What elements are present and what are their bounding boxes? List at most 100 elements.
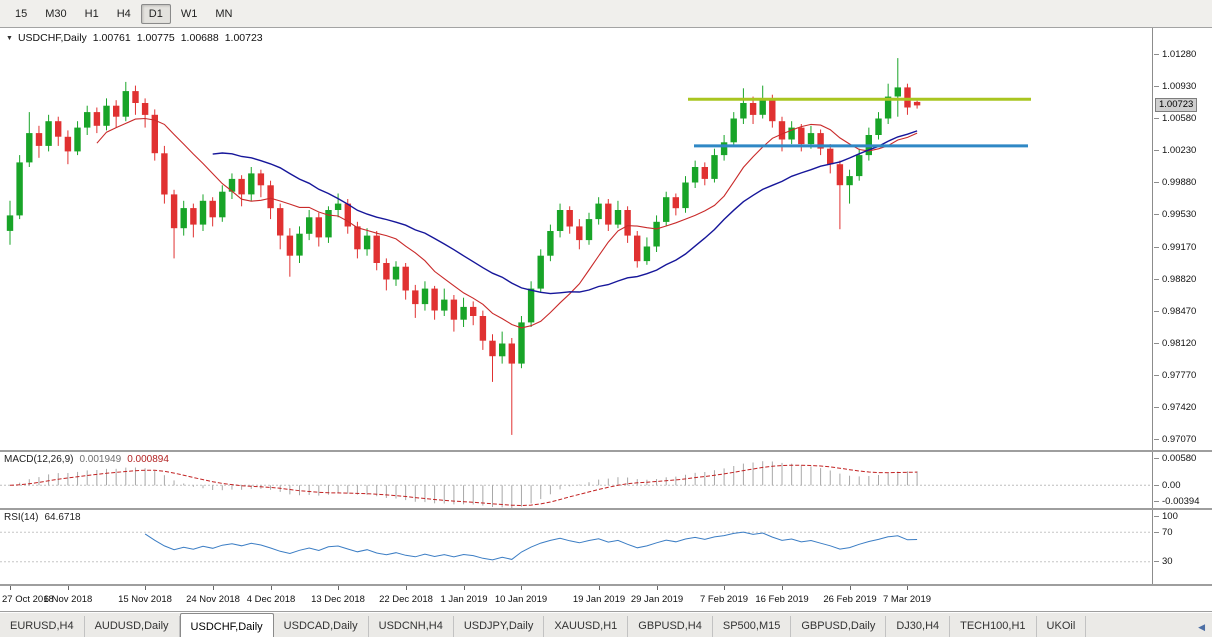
price-axis-label: 0.99880: [1153, 177, 1197, 188]
date-axis[interactable]: 27 Oct 2018 6 Nov 2018 15 Nov 2018 24 Nov 2…: [0, 586, 1212, 612]
current-price-tag: 1.00723: [1155, 98, 1198, 112]
chart-tab-usdjpy-daily[interactable]: USDJPY,Daily: [454, 616, 545, 637]
chart-tab-xauusd-h1[interactable]: XAUUSD,H1: [544, 616, 629, 637]
price-axis-label: 0.98470: [1153, 306, 1197, 317]
price-axis-label: 1.01280: [1153, 49, 1197, 60]
date-tick: [850, 586, 851, 590]
price-axis-label: 0.98120: [1153, 338, 1197, 349]
date-tick: [724, 586, 725, 590]
timeframe-toolbar: 15 M30 H1 H4 D1 W1 MN: [0, 0, 1212, 28]
ohlc-high-value: 1.00775: [136, 32, 175, 44]
date-label: 4 Dec 2018: [246, 594, 296, 605]
date-tick: [213, 586, 214, 590]
macd-plot[interactable]: [0, 452, 1152, 508]
date-tick: [338, 586, 339, 590]
timeframe-button-15[interactable]: 15: [15, 7, 28, 20]
price-axis-label: 0.99170: [1153, 242, 1197, 253]
timeframe-button-mn[interactable]: MN: [215, 7, 233, 20]
price-axis-label: 0.98820: [1153, 274, 1197, 285]
macd-signal-value: 0.000894: [127, 454, 169, 465]
timeframe-button-w1[interactable]: W1: [180, 7, 198, 20]
chart-symbol-label: USDCHF,Daily: [17, 32, 87, 44]
date-tick: [521, 586, 522, 590]
moving-average-line-10: [96, 117, 918, 329]
rsi-line: [144, 531, 918, 561]
tab-scroll-left-icon[interactable]: ◀: [1198, 622, 1205, 632]
chart-tab-eurusd-h4[interactable]: EURUSD,H4: [0, 616, 85, 637]
price-axis-label: 1.00580: [1153, 113, 1197, 124]
price-axis-label: 0.99530: [1153, 209, 1197, 220]
date-tick: [145, 586, 146, 590]
chart-tab-gbpusd-daily[interactable]: GBPUSD,Daily: [791, 616, 887, 637]
date-tick: [657, 586, 658, 590]
chart-tab-ukoil[interactable]: UKOil: [1037, 616, 1087, 637]
date-label: 6 Nov 2018: [43, 594, 93, 605]
price-axis-label: 0.97770: [1153, 370, 1197, 381]
date-label: 24 Nov 2018: [186, 594, 240, 605]
chart-tab-bar: EURUSD,H4 AUDUSD,Daily USDCHF,Daily USDCAD,…: [0, 612, 1212, 637]
rsi-axis[interactable]: 100 70 30: [1152, 510, 1212, 584]
price-axis-label: 0.97420: [1153, 402, 1197, 413]
chart-tab-usdcnh-h4[interactable]: USDCNH,H4: [369, 616, 454, 637]
ohlc-low-value: 1.00688: [180, 32, 219, 44]
date-tick: [10, 586, 11, 590]
chart-tab-usdchf-daily[interactable]: USDCHF,Daily: [179, 613, 274, 637]
macd-axis-label: -0.00394: [1154, 496, 1200, 507]
macd-name-label: MACD(12,26,9): [4, 454, 74, 465]
price-axis-label: 0.97070: [1153, 434, 1197, 445]
chart-tab-usdcad-daily[interactable]: USDCAD,Daily: [274, 616, 369, 637]
rsi-value: 64.6718: [44, 512, 81, 523]
rsi-axis-label: 30: [1154, 556, 1173, 567]
rsi-indicator-panel[interactable]: RSI(14) 64.6718 100 70 30: [0, 510, 1212, 586]
date-tick: [907, 586, 908, 590]
timeframe-button-d1[interactable]: D1: [140, 3, 171, 24]
date-tick: [782, 586, 783, 590]
date-label: 7 Feb 2019: [699, 594, 749, 605]
rsi-plot[interactable]: [0, 510, 1152, 584]
date-label: 16 Feb 2019: [755, 594, 809, 605]
date-tick: [68, 586, 69, 590]
macd-axis[interactable]: 0.00580 0.00 -0.00394: [1152, 452, 1212, 508]
date-label: 29 Jan 2019: [630, 594, 684, 605]
price-axis-label: 1.00930: [1153, 81, 1197, 92]
timeframe-button-h4[interactable]: H4: [116, 7, 131, 20]
date-tick: [271, 586, 272, 590]
chart-tab-tech100-h1[interactable]: TECH100,H1: [950, 616, 1037, 637]
main-chart-panel[interactable]: ▼ USDCHF,Daily 1.00761 1.00775 1.00688 1…: [0, 28, 1212, 452]
date-tick: [406, 586, 407, 590]
macd-header: MACD(12,26,9) 0.001949 0.000894: [4, 454, 169, 465]
date-label: 19 Jan 2019: [572, 594, 626, 605]
ohlc-open-value: 1.00761: [92, 32, 131, 44]
date-tick: [464, 586, 465, 590]
moving-average-line-22: [212, 130, 918, 295]
chart-menu-icon[interactable]: ▼: [6, 34, 13, 42]
macd-main-value: 0.001949: [79, 454, 122, 465]
chart-header: ▼ USDCHF,Daily 1.00761 1.00775 1.00688 1…: [6, 32, 263, 44]
chart-tab-sp500-m15[interactable]: SP500,M15: [713, 616, 792, 637]
chart-tab-dj30-h4[interactable]: DJ30,H4: [886, 616, 951, 637]
date-label: 27 Oct 2018: [2, 594, 54, 605]
date-label: 13 Dec 2018: [311, 594, 365, 605]
rsi-axis-label: 100: [1154, 511, 1178, 522]
macd-axis-label: 0.00: [1154, 480, 1181, 491]
candlestick-chart[interactable]: [0, 28, 1152, 450]
timeframe-button-m30[interactable]: M30: [45, 7, 67, 20]
rsi-header: RSI(14) 64.6718: [4, 512, 81, 523]
date-tick: [599, 586, 600, 590]
macd-signal-line: [9, 464, 918, 507]
timeframe-button-h1[interactable]: H1: [84, 7, 99, 20]
price-axis[interactable]: 1.01280 1.00930 1.00580 1.00230 0.99880 0.995…: [1152, 28, 1212, 450]
date-label: 22 Dec 2018: [379, 594, 433, 605]
ohlc-close-value: 1.00723: [224, 32, 263, 44]
macd-indicator-panel[interactable]: MACD(12,26,9) 0.001949 0.000894 0.00580 0…: [0, 452, 1212, 510]
macd-axis-label: 0.00580: [1153, 453, 1197, 464]
date-label: 26 Feb 2019: [823, 594, 877, 605]
date-label: 7 Mar 2019: [882, 594, 932, 605]
date-label: 10 Jan 2019: [494, 594, 548, 605]
rsi-name-label: RSI(14): [4, 512, 39, 523]
chart-tab-gbpusd-h4[interactable]: GBPUSD,H4: [628, 616, 713, 637]
chart-tab-audusd-daily[interactable]: AUDUSD,Daily: [85, 616, 180, 637]
date-label: 1 Jan 2019: [440, 594, 488, 605]
candles-group: [6, 58, 921, 435]
